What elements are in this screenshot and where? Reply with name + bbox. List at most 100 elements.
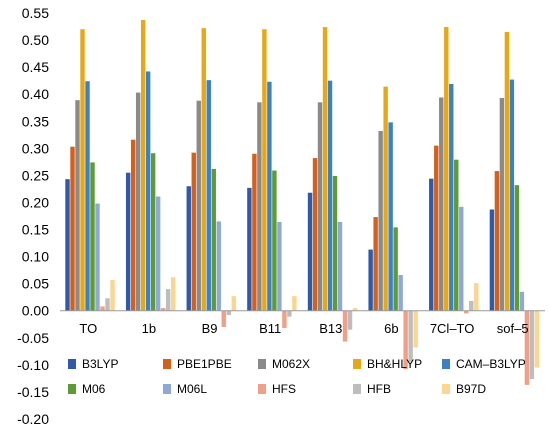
- bar-7-5: [403, 310, 408, 370]
- bar-6-7: [519, 291, 525, 311]
- bar-2-4: [317, 102, 323, 311]
- bar-4-0: [85, 81, 90, 311]
- x-tick-label: sof–5: [497, 321, 529, 336]
- bar-5-1: [150, 153, 156, 311]
- bar-8-4: [347, 310, 353, 330]
- bar-2-6: [439, 97, 444, 311]
- legend-label: B3LYP: [82, 357, 118, 371]
- bar-8-1: [165, 289, 171, 311]
- bar-5-2: [211, 168, 216, 311]
- x-axis-ticks: TO 1b B9 B11 B13 6b 7Cl–TO sof–5: [79, 321, 528, 336]
- legend-label: HFS: [272, 382, 296, 396]
- bar-0-3: [247, 187, 252, 311]
- bar-0-4: [307, 192, 313, 311]
- bar-7-0: [100, 306, 105, 311]
- y-tick-label: 0.35: [22, 113, 49, 129]
- bar-1-7: [494, 171, 500, 311]
- legend-label: BH&HLYP: [367, 357, 422, 371]
- y-tick-label: 0.05: [22, 276, 49, 292]
- bar-9-5: [413, 310, 418, 348]
- bar-1-3: [252, 153, 257, 311]
- bar-4-4: [327, 80, 333, 311]
- bar-4-1: [145, 71, 151, 311]
- bar-8-7: [529, 310, 535, 379]
- x-tick-label: 6b: [384, 321, 398, 336]
- bar-9-0: [110, 279, 115, 311]
- bar-5-0: [90, 162, 95, 311]
- y-tick-label: 0.50: [22, 32, 49, 48]
- bar-8-0: [105, 298, 110, 311]
- bar-3-7: [504, 31, 510, 311]
- legend-swatch: [442, 384, 450, 394]
- bar-5-7: [514, 185, 520, 311]
- x-tick-label: B13: [319, 321, 342, 336]
- y-tick-label: -0.15: [17, 384, 49, 400]
- bar-0-2: [186, 186, 191, 311]
- bar-6-4: [337, 221, 343, 311]
- bar-9-3: [292, 296, 297, 311]
- bar-1-1: [130, 139, 136, 311]
- y-tick-label: 0.30: [22, 140, 49, 156]
- x-tick-label: B11: [259, 321, 281, 336]
- bar-7-1: [160, 308, 166, 311]
- bar-6-3: [277, 221, 282, 311]
- bar-0-0: [65, 179, 70, 311]
- bar-7-3: [282, 310, 287, 329]
- y-tick-label: 0.45: [22, 59, 49, 75]
- x-tick-label: 1b: [142, 321, 156, 336]
- bar-3-5: [383, 86, 388, 311]
- legend-swatch: [68, 359, 76, 369]
- bar-7-6: [464, 310, 469, 314]
- bar-2-0: [75, 100, 80, 311]
- bar-4-2: [206, 80, 211, 311]
- bar-9-2: [231, 296, 236, 311]
- legend-label: HFB: [367, 382, 391, 396]
- y-tick-label: 0.25: [22, 167, 49, 183]
- bar-9-7: [534, 310, 540, 368]
- bar-6-6: [459, 206, 464, 311]
- bar-1-4: [312, 158, 318, 311]
- legend-label: M06L: [177, 382, 207, 396]
- bar-0-5: [368, 249, 373, 311]
- bar-3-4: [322, 27, 328, 311]
- bar-2-3: [257, 102, 262, 311]
- bar-2-7: [499, 97, 505, 311]
- legend-swatch: [353, 384, 361, 394]
- y-tick-label: 0.00: [22, 303, 49, 319]
- x-tick-label: 7Cl–TO: [430, 321, 475, 336]
- x-tick-label: B9: [202, 321, 218, 336]
- y-tick-label: 0.55: [22, 5, 49, 21]
- bar-8-6: [469, 300, 474, 311]
- bar-6-1: [155, 196, 161, 311]
- bar-5-4: [332, 175, 338, 311]
- bar-8-3: [287, 310, 292, 317]
- legend-swatch: [353, 359, 361, 369]
- y-tick-label: 0.40: [22, 86, 49, 102]
- bar-8-2: [226, 310, 231, 316]
- y-tick-label: 0.15: [22, 222, 49, 238]
- y-axis-ticks: -0.20 -0.15 -0.10 -0.05 0.00 0.05 0.10 0.15 0.20…: [17, 5, 49, 427]
- legend-swatch: [163, 359, 171, 369]
- bar-4-7: [509, 79, 515, 311]
- bar-3-0: [80, 29, 85, 311]
- bar-3-6: [444, 27, 449, 311]
- legend-label: PBE1PBE: [177, 357, 232, 371]
- y-tick-label: -0.20: [17, 411, 49, 427]
- y-tick-label: 0.20: [22, 194, 49, 210]
- bar-7-2: [221, 310, 226, 327]
- bar-1-6: [434, 145, 439, 311]
- bar-2-2: [196, 100, 201, 311]
- bars: [65, 20, 540, 385]
- legend-swatch: [258, 359, 266, 369]
- bar-4-6: [449, 83, 454, 311]
- x-tick-label: TO: [79, 321, 97, 336]
- legend-swatch: [68, 384, 76, 394]
- legend-label: M062X: [272, 357, 310, 371]
- legend-label: B97D: [456, 382, 486, 396]
- bar-8-5: [408, 310, 413, 362]
- bar-6-5: [398, 275, 403, 311]
- legend-swatch: [258, 384, 266, 394]
- bar-6-0: [95, 203, 100, 311]
- bar-5-3: [272, 170, 277, 311]
